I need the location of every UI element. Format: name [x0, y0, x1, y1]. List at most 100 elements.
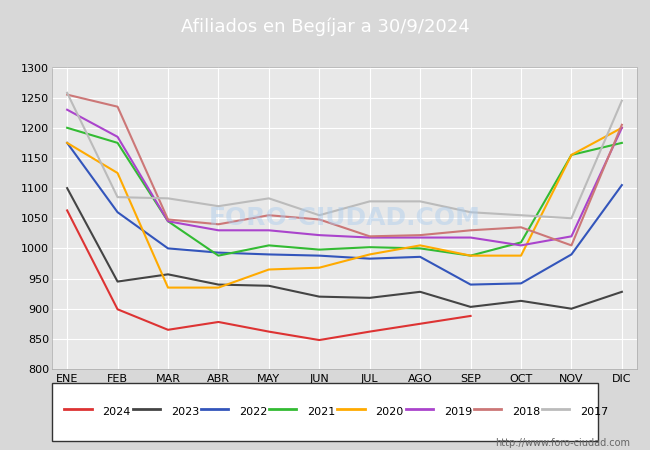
Line: 2020: 2020	[67, 128, 622, 288]
2020	[114, 170, 122, 176]
Line: 2022: 2022	[67, 143, 622, 284]
2018	[214, 221, 222, 227]
2022	[214, 250, 222, 255]
2020	[618, 125, 626, 130]
2022	[315, 253, 323, 258]
2023	[63, 185, 71, 191]
2021	[467, 253, 474, 258]
2022	[467, 282, 474, 287]
2022	[63, 140, 71, 146]
2020	[567, 152, 575, 158]
2022	[366, 256, 374, 261]
2023	[467, 304, 474, 310]
2019	[63, 107, 71, 112]
2024	[366, 329, 374, 334]
2018	[164, 217, 172, 222]
2018	[265, 212, 273, 218]
2022	[567, 252, 575, 257]
Text: 2021: 2021	[307, 407, 335, 417]
2017	[517, 212, 525, 218]
Text: 2022: 2022	[239, 407, 267, 417]
2022	[265, 252, 273, 257]
2020	[416, 243, 424, 248]
2018	[618, 122, 626, 127]
2021	[366, 244, 374, 250]
2017	[164, 196, 172, 201]
2023	[366, 295, 374, 301]
2017	[567, 216, 575, 221]
2017	[214, 203, 222, 209]
Text: 2020: 2020	[376, 407, 404, 417]
2023	[164, 272, 172, 277]
2019	[416, 235, 424, 240]
FancyBboxPatch shape	[52, 382, 598, 441]
2019	[517, 243, 525, 248]
2023	[214, 282, 222, 287]
Text: 2024: 2024	[103, 407, 131, 417]
2021	[315, 247, 323, 252]
2024	[416, 321, 424, 327]
Text: http://www.foro-ciudad.com: http://www.foro-ciudad.com	[495, 438, 630, 448]
2024	[265, 329, 273, 334]
2024	[214, 319, 222, 324]
2018	[416, 233, 424, 238]
2017	[366, 198, 374, 204]
2020	[63, 140, 71, 146]
2019	[618, 125, 626, 130]
2019	[214, 228, 222, 233]
2019	[315, 233, 323, 238]
2021	[618, 140, 626, 146]
2019	[164, 219, 172, 224]
2017	[467, 210, 474, 215]
2021	[416, 246, 424, 251]
2018	[315, 217, 323, 222]
2020	[214, 285, 222, 290]
2024	[164, 327, 172, 333]
Text: 2023: 2023	[171, 407, 199, 417]
2022	[618, 182, 626, 188]
2020	[517, 253, 525, 258]
2020	[467, 253, 474, 258]
2023	[265, 283, 273, 288]
2023	[567, 306, 575, 311]
2023	[114, 279, 122, 284]
2024	[315, 338, 323, 343]
Line: 2018: 2018	[67, 94, 622, 245]
Text: FORO-CIUDAD.COM: FORO-CIUDAD.COM	[209, 206, 480, 230]
2021	[214, 253, 222, 258]
2018	[366, 234, 374, 239]
2022	[114, 210, 122, 215]
2018	[567, 243, 575, 248]
2017	[63, 90, 71, 95]
Text: 2019: 2019	[444, 407, 472, 417]
2019	[567, 234, 575, 239]
2021	[164, 219, 172, 224]
2019	[366, 235, 374, 240]
2024	[63, 208, 71, 213]
2023	[618, 289, 626, 294]
Text: 2017: 2017	[580, 407, 608, 417]
Text: 2018: 2018	[512, 407, 540, 417]
2017	[315, 212, 323, 218]
2020	[265, 267, 273, 272]
2020	[164, 285, 172, 290]
2018	[114, 104, 122, 109]
Line: 2019: 2019	[67, 110, 622, 245]
2019	[467, 235, 474, 240]
2019	[114, 134, 122, 140]
2023	[315, 294, 323, 299]
2021	[114, 140, 122, 146]
Line: 2023: 2023	[67, 188, 622, 309]
2017	[265, 196, 273, 201]
Line: 2017: 2017	[67, 93, 622, 218]
2022	[517, 281, 525, 286]
2024	[114, 306, 122, 312]
2019	[265, 228, 273, 233]
2023	[416, 289, 424, 294]
2017	[416, 198, 424, 204]
2024	[467, 313, 474, 319]
2017	[114, 194, 122, 200]
Line: 2021: 2021	[67, 128, 622, 256]
2018	[467, 228, 474, 233]
2020	[315, 265, 323, 270]
